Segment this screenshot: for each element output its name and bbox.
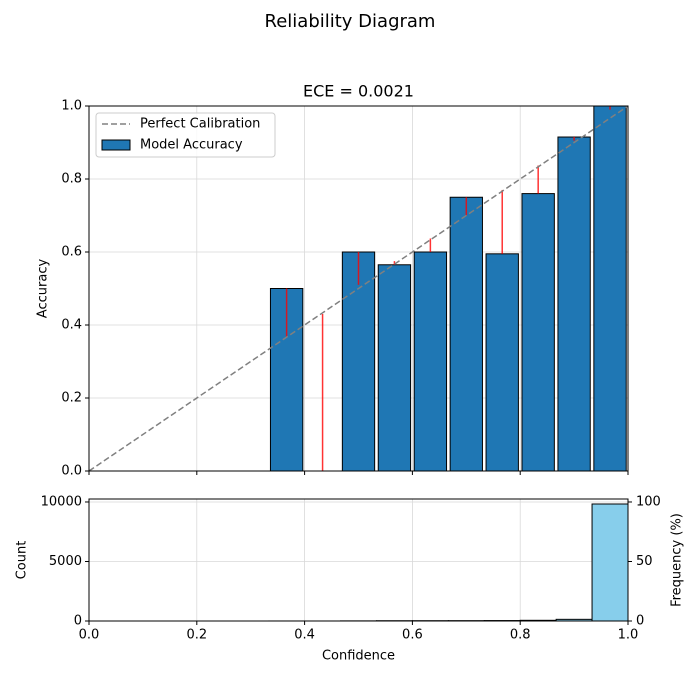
y2-tick-label: 100 — [636, 494, 661, 509]
legend-swatch — [101, 139, 131, 151]
y-tick-label: 1.0 — [61, 99, 82, 114]
bar — [413, 251, 448, 472]
x-axis-label: Confidence — [322, 649, 395, 664]
y-axis-label: Count — [15, 541, 30, 580]
x-tick-label: 0.6 — [402, 628, 423, 643]
bar — [593, 105, 627, 472]
legend-label: Perfect Calibration — [140, 117, 260, 132]
axes-frame — [88, 105, 629, 472]
y2-tick-label: 50 — [636, 554, 653, 569]
legend-box — [95, 112, 276, 158]
y-tick-label: 0.4 — [61, 318, 82, 333]
x-tick-label: 0.2 — [186, 628, 207, 643]
bar — [485, 253, 519, 472]
y-tick-label: 0.2 — [61, 391, 82, 406]
y-tick-label: 10000 — [41, 494, 82, 509]
legend-label: Model Accuracy — [140, 138, 243, 153]
y2-tick-label: 0 — [636, 614, 644, 629]
histogram-bar — [591, 503, 629, 622]
figure-title: Reliability Diagram — [265, 11, 436, 32]
y-tick-label: 5000 — [49, 554, 82, 569]
y-tick-label: 0.8 — [61, 172, 82, 187]
bar — [377, 264, 412, 472]
x-tick-label: 1.0 — [618, 628, 639, 643]
x-tick-label: 0.8 — [510, 628, 531, 643]
y-tick-label: 0.6 — [61, 245, 82, 260]
bar — [449, 196, 483, 472]
axes-frame — [88, 498, 629, 622]
bar — [557, 136, 591, 472]
calibration-line — [88, 105, 629, 472]
y-axis-label: Accuracy — [36, 259, 51, 319]
x-tick-label: 0.4 — [294, 628, 315, 643]
y-tick-label: 0 — [74, 614, 82, 629]
y-tick-label: 0.0 — [61, 464, 82, 479]
y2-axis-label: Frequency (%) — [670, 513, 685, 607]
axes-title: ECE = 0.0021 — [303, 82, 414, 101]
bar — [521, 193, 555, 472]
x-tick-label: 0.0 — [79, 628, 100, 643]
